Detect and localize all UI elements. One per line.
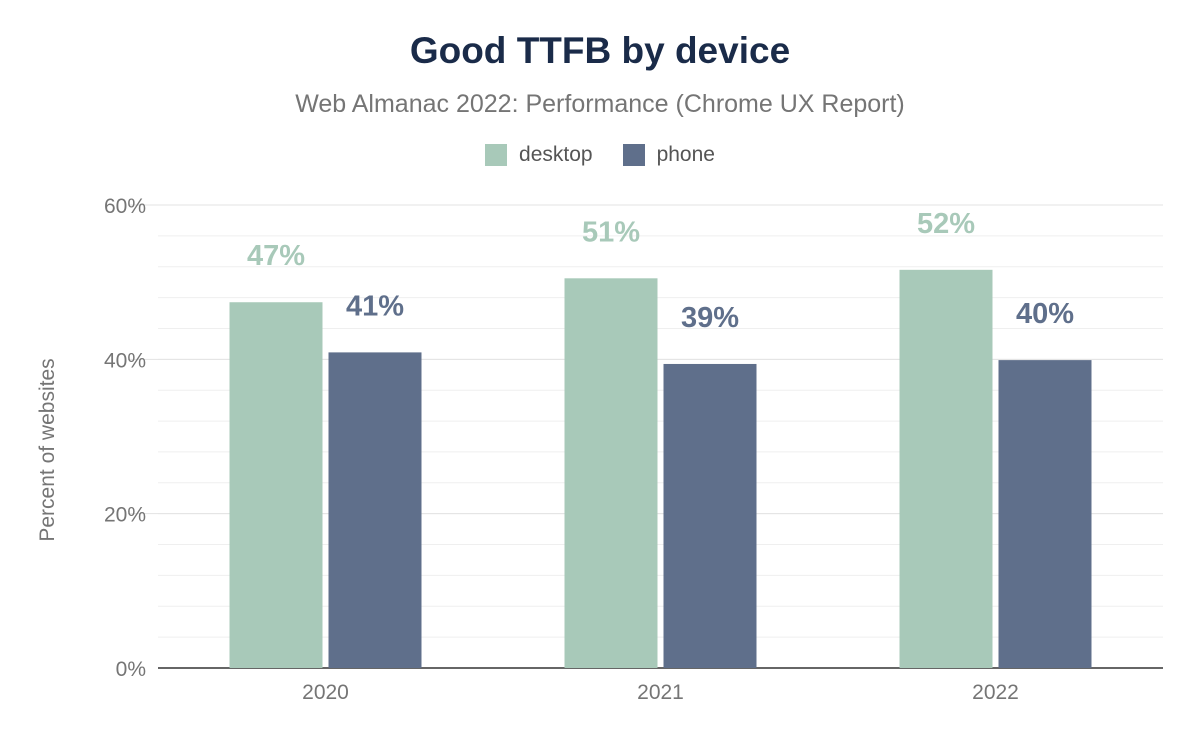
data-label-desktop-2021: 51% [582,216,640,248]
bar-desktop-2021 [564,278,658,668]
chart-subtitle: Web Almanac 2022: Performance (Chrome UX… [295,90,905,118]
bar-desktop-2022 [899,269,993,668]
data-label-desktop-2020: 47% [247,240,305,272]
legend-item-phone[interactable]: phone [622,143,715,167]
legend: desktop phone [0,143,1200,167]
x-tick-label: 2022 [972,681,1019,704]
y-tick-label: 60% [104,195,146,218]
chart-title: Good TTFB by device [409,30,791,71]
x-tick-label: 2020 [302,681,349,704]
data-label-phone-2021: 39% [681,302,739,334]
legend-swatch-desktop [485,144,508,166]
data-label-desktop-2022: 52% [917,208,975,240]
bar-desktop-2020 [229,302,323,668]
data-label-phone-2020: 41% [346,290,404,322]
legend-swatch-phone [622,144,645,166]
y-tick-label: 0% [116,658,146,681]
legend-item-desktop[interactable]: desktop [485,143,593,167]
legend-label: desktop [519,143,593,166]
y-tick-label: 20% [104,504,146,527]
bar-phone-2022 [998,360,1092,668]
bar-phone-2020 [328,352,422,668]
y-tick-label: 40% [104,349,146,372]
data-label-phone-2022: 40% [1016,298,1074,330]
legend-label: phone [656,143,715,166]
y-axis-label: Percent of websites [36,358,59,541]
bar-phone-2021 [663,363,757,668]
x-tick-label: 2021 [637,681,684,704]
